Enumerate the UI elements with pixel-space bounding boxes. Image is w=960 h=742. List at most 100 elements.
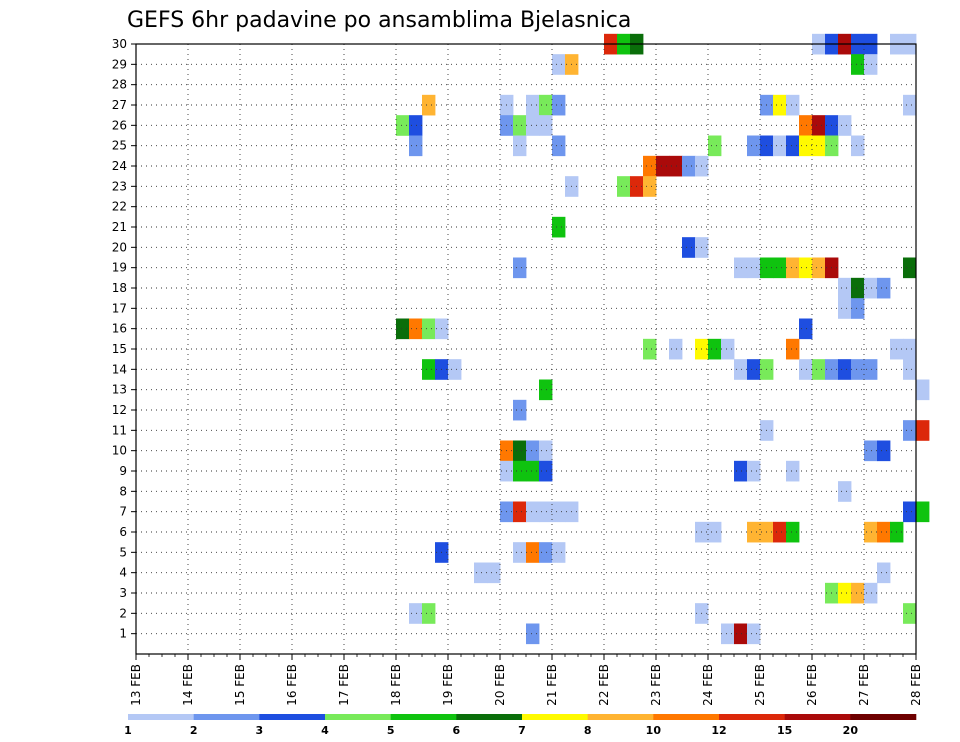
chart-title: GEFS 6hr padavine po ansamblima Bjelasni… — [127, 8, 631, 33]
precip-cell — [916, 501, 930, 523]
precip-cell — [526, 115, 540, 136]
y-tick-label: 2 — [119, 606, 127, 620]
precip-cell — [851, 359, 865, 380]
precip-cell — [838, 582, 852, 604]
precip-cell — [448, 359, 462, 380]
precip-cell — [526, 440, 540, 462]
precip-cell — [851, 54, 865, 75]
precip-cell — [773, 257, 787, 279]
precip-cell — [409, 135, 423, 157]
y-tick-label: 11 — [112, 423, 127, 437]
precip-cell — [877, 521, 891, 543]
precip-cell — [799, 257, 813, 279]
precip-cell — [799, 115, 813, 136]
y-tick-label: 20 — [112, 240, 127, 254]
legend-swatch — [587, 714, 654, 720]
legend-swatch — [325, 714, 391, 720]
precip-cell — [643, 155, 657, 177]
precip-cell — [838, 298, 852, 319]
x-tick-label: 14 FEB — [181, 664, 195, 706]
legend-swatch — [719, 714, 785, 720]
y-tick-label: 4 — [119, 566, 127, 580]
legend-label: 8 — [584, 724, 592, 737]
y-tick-label: 17 — [112, 301, 127, 315]
precip-cell — [487, 562, 501, 584]
precip-cell — [539, 460, 553, 482]
y-tick-label: 26 — [112, 118, 127, 132]
y-tick-label: 30 — [112, 37, 127, 51]
precip-cell — [396, 115, 410, 136]
precip-cell — [903, 338, 917, 360]
legend-swatch — [193, 714, 260, 720]
precip-cell — [812, 115, 826, 136]
y-tick-label: 12 — [112, 403, 127, 417]
precip-cell — [734, 623, 748, 645]
precip-cell — [903, 603, 917, 624]
precip-cell — [864, 440, 878, 462]
precip-cell — [877, 440, 891, 462]
y-tick-label: 16 — [112, 322, 127, 336]
precip-cell — [864, 277, 878, 299]
legend-label: 12 — [711, 724, 726, 737]
precip-cell — [526, 501, 540, 523]
precip-cell — [916, 420, 930, 441]
precip-cell — [864, 54, 878, 75]
precip-cell — [552, 94, 566, 116]
x-tick-label: 28 FEB — [909, 664, 923, 706]
precip-cell — [812, 135, 826, 157]
precip-cell — [903, 501, 917, 523]
precip-cell — [643, 176, 657, 197]
legend-swatch — [456, 714, 523, 720]
precip-cell — [773, 94, 787, 116]
y-tick-label: 28 — [112, 78, 127, 92]
precip-cell — [838, 359, 852, 380]
legend-swatch — [259, 714, 326, 720]
color-legend: 1 2 3 4 5 6 7 8 10 12 15 20 — [124, 714, 917, 737]
precip-cell — [539, 115, 553, 136]
precip-cell — [526, 460, 540, 482]
precip-cell — [669, 155, 683, 177]
precip-cell — [409, 115, 423, 136]
precip-cell — [721, 338, 735, 360]
precip-cell — [734, 359, 748, 380]
precip-cell — [812, 257, 826, 279]
x-tick-label: 24 FEB — [701, 664, 715, 706]
cells-layer — [396, 33, 930, 645]
precip-cell — [903, 420, 917, 441]
precip-cell — [799, 318, 813, 340]
x-axis: 13 FEB 14 FEB 15 FEB 16 FEB 17 FEB 18 FEB 19 F… — [129, 654, 923, 706]
precip-cell — [877, 277, 891, 299]
precip-cell — [552, 501, 566, 523]
precip-cell — [474, 562, 488, 584]
legend-label: 15 — [777, 724, 792, 737]
y-tick-label: 24 — [112, 159, 127, 173]
precip-cell — [786, 94, 800, 116]
precip-cell — [513, 542, 527, 563]
precip-cell — [799, 359, 813, 380]
precip-cell — [786, 338, 800, 360]
precip-cell — [747, 623, 761, 645]
precip-cell — [409, 603, 423, 624]
legend-label: 6 — [453, 724, 461, 737]
precip-cell — [526, 94, 540, 116]
x-tick-label: 16 FEB — [285, 664, 299, 706]
precip-cell — [747, 257, 761, 279]
precip-cell — [539, 501, 553, 523]
precip-cell — [526, 542, 540, 563]
legend-label: 7 — [518, 724, 526, 737]
precip-cell — [422, 359, 436, 380]
precip-cell — [513, 501, 527, 523]
y-tick-label: 9 — [119, 464, 127, 478]
x-tick-label: 23 FEB — [649, 664, 663, 706]
x-tick-label: 15 FEB — [233, 664, 247, 706]
precip-cell — [513, 440, 527, 462]
y-tick-label: 19 — [112, 261, 127, 275]
precip-cell — [513, 135, 527, 157]
legend-label: 10 — [646, 724, 662, 737]
precip-cell — [539, 94, 553, 116]
precip-cell — [864, 521, 878, 543]
precip-cell — [812, 359, 826, 380]
precip-cell — [513, 460, 527, 482]
precip-cell — [903, 359, 917, 380]
precip-cell — [851, 277, 865, 299]
